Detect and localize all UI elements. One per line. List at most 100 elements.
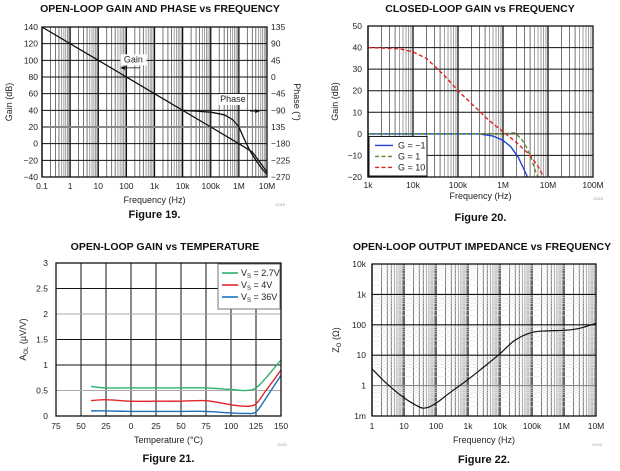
series-line-gain (41, 26, 268, 173)
x-axis-label: Frequency (Hz) (123, 195, 185, 205)
chart-title: OPEN-LOOP GAIN vs TEMPERATURE (71, 241, 260, 253)
series-line (90, 369, 282, 408)
series-line (90, 374, 282, 415)
y-tick-label: −40 (24, 172, 39, 182)
x-tick-label: 10M (540, 180, 557, 190)
x-tick-label: 100k (523, 421, 542, 431)
y-tick-label: 3 (43, 258, 48, 268)
y-tick-label: 120 (24, 39, 38, 49)
y-tick-label: 40 (29, 105, 39, 115)
y-tick-label: 1.5 (36, 335, 48, 345)
y-axis-label-sub: OL (24, 346, 30, 355)
x-tick-label: 10k (176, 181, 190, 191)
legend-label-main: V (241, 280, 247, 290)
x-tick-label: 100k (202, 181, 221, 191)
y-tick-label: 140 (24, 22, 38, 32)
figure-code: G022 (592, 442, 603, 447)
x-tick-label: 150 (274, 421, 288, 431)
x-tick-label: 1k (364, 180, 374, 190)
plot-frame (371, 263, 597, 417)
y2-tick-label: 135 (271, 22, 285, 32)
y-tick-label: 1m (354, 411, 366, 421)
chart-title: OPEN-LOOP OUTPUT IMPEDANCE vs FREQUENCY (353, 241, 611, 253)
x-tick-label: 75 (51, 421, 61, 431)
x-axis-label: Frequency (Hz) (449, 191, 511, 201)
y-tick-label: 60 (29, 89, 39, 99)
x-tick-label: 100 (224, 421, 238, 431)
y-tick-label: −10 (348, 150, 363, 160)
x-tick-label: 100M (582, 180, 603, 190)
y-tick-label: 80 (29, 72, 39, 82)
x-tick-label: 100 (429, 421, 443, 431)
x-tick-label: 25 (101, 421, 111, 431)
y2-tick-label: −225 (271, 155, 290, 165)
y-tick-label: 0 (33, 139, 38, 149)
y-tick-label: 1 (43, 360, 48, 370)
legend-label: VS = 36V (241, 292, 277, 304)
series-line-phase (182, 109, 268, 175)
x-tick-label: 10 (94, 181, 104, 191)
chart-figure-22: 1m 1 10 100 1k 10k 1 10 100 1k 10k 100k 1M 10M OPEN-LO… (331, 241, 611, 466)
y2-tick-label: 45 (271, 55, 281, 65)
legend-label: VS = 2.7V (241, 268, 280, 280)
series-line (90, 359, 282, 392)
y-tick-label: −20 (24, 155, 39, 165)
y2-tick-label: −180 (271, 139, 290, 149)
legend-label-rest: = 2.7V (251, 268, 280, 278)
y-tick-label: 100 (24, 55, 38, 65)
arrow-head-icon (120, 65, 126, 70)
y-tick-label: 20 (29, 122, 39, 132)
y-axis-label: Gain (dB) (330, 82, 340, 121)
x-tick-label: 10k (406, 180, 420, 190)
legend-box (217, 263, 281, 310)
legend-label-sub: S (247, 274, 251, 280)
x-tick-label: 100 (119, 181, 133, 191)
legend-label-rest: = 36V (251, 292, 277, 302)
figure-caption: Figure 22. (458, 454, 510, 466)
x-tick-label: 50 (176, 421, 186, 431)
annotation-bg (218, 94, 247, 105)
y-tick-label: 2.5 (36, 284, 48, 294)
plot-frame (367, 25, 594, 178)
y2-tick-label: 0 (271, 72, 276, 82)
y-tick-label: 2 (43, 309, 48, 319)
y-axis-label-main: A (18, 355, 28, 361)
plot-frame (41, 26, 268, 178)
y-tick-label: 10k (352, 259, 366, 269)
y-tick-label: 0 (43, 411, 48, 421)
y-tick-label: −20 (348, 172, 363, 182)
y-axis-label-rest: (Ω) (331, 327, 341, 342)
legend-label: G = 1 (398, 151, 420, 161)
y2-tick-label: 135 (271, 122, 285, 132)
chart-title: CLOSED-LOOP GAIN vs FREQUENCY (385, 3, 574, 15)
legend-label-main: V (241, 268, 247, 278)
x-tick-label: 10M (588, 421, 605, 431)
y2-axis-label: Phase (°) (292, 83, 302, 121)
legend-label-main: V (241, 292, 247, 302)
x-tick-label: 0 (129, 421, 134, 431)
y-tick-label: 0 (357, 129, 362, 139)
x-tick-label: 10 (399, 421, 409, 431)
chart-figure-20: −20 −10 0 10 20 30 40 50 1k 10k 100k 1M 10M 100M G = −… (330, 3, 604, 224)
x-tick-label: 100k (449, 180, 468, 190)
y-axis-label-main: Z (331, 347, 341, 353)
figure-code: G021 (277, 442, 288, 447)
x-tick-label: 1k (464, 421, 474, 431)
annotation-bg (120, 54, 147, 66)
x-tick-label: 1M (558, 421, 570, 431)
x-tick-label: 1 (370, 421, 375, 431)
annotation-gain: Gain (124, 54, 143, 64)
y-tick-label: 50 (353, 21, 363, 31)
x-tick-label: 125 (249, 421, 263, 431)
figure-caption: Figure 19. (129, 209, 181, 221)
legend-label-sub: S (247, 286, 251, 292)
y-axis-label: Gain (dB) (4, 83, 14, 122)
figure-caption: Figure 21. (143, 453, 195, 465)
x-tick-label: 75 (201, 421, 211, 431)
x-tick-label: 1M (233, 181, 245, 191)
y-tick-label: 100 (352, 320, 366, 330)
y-tick-label: 1k (357, 289, 367, 299)
annotation-phase: Phase (220, 94, 246, 104)
